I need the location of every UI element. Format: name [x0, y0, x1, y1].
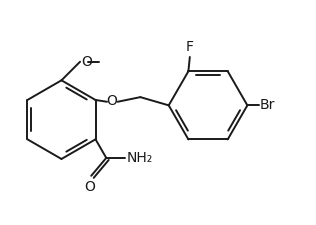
- Text: NH₂: NH₂: [126, 151, 153, 165]
- Text: O: O: [82, 55, 92, 69]
- Text: O: O: [106, 94, 118, 108]
- Text: F: F: [186, 40, 194, 54]
- Text: O: O: [84, 180, 95, 194]
- Text: Br: Br: [259, 98, 275, 112]
